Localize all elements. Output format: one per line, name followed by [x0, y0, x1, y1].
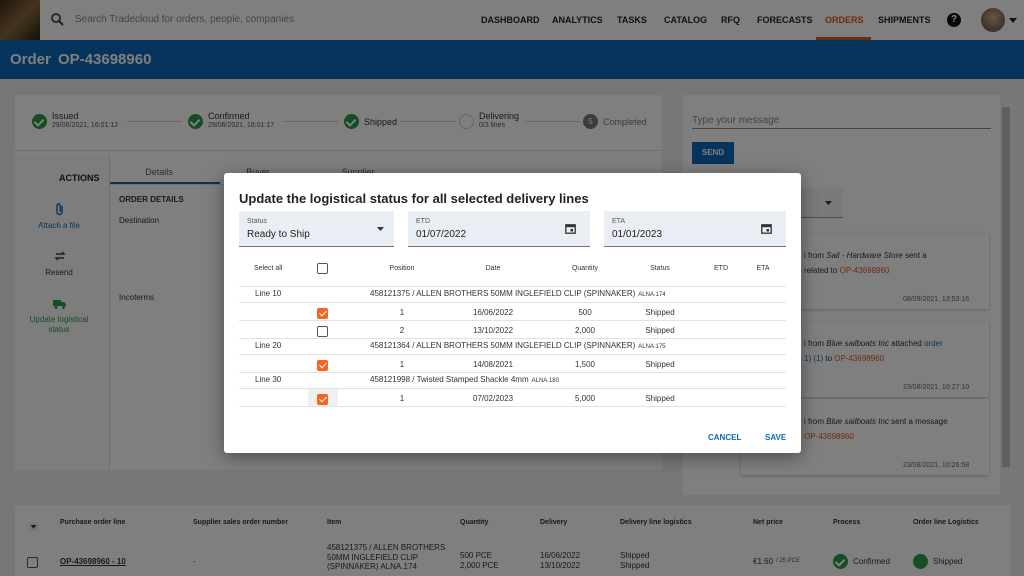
- line-item: 458121998 / Twisted Stamped Shackle 4mm A…: [370, 375, 559, 384]
- divider: [239, 388, 786, 389]
- status: Shipped: [645, 326, 675, 335]
- select-caret: [377, 227, 384, 231]
- column-header: Select all: [254, 265, 283, 272]
- position: 2: [399, 326, 405, 335]
- divider: [239, 354, 786, 355]
- field-label: Status: [247, 218, 267, 225]
- status: Shipped: [645, 394, 675, 403]
- date: 13/10/2022: [472, 326, 514, 335]
- divider: [239, 338, 786, 339]
- quantity: 5,000: [574, 394, 596, 403]
- column-header: Date: [485, 265, 501, 272]
- item-code: ALNA.174: [638, 292, 666, 298]
- row-checkbox[interactable]: [317, 394, 328, 405]
- column-header: Status: [650, 265, 670, 272]
- line-item: 458121375 / ALLEN BROTHERS 50MM INGLEFIE…: [370, 289, 666, 298]
- date: 07/02/2023: [472, 394, 514, 403]
- etd-date[interactable]: ETD 01/07/2022: [408, 211, 590, 247]
- quantity: 500: [578, 308, 592, 317]
- quantity: 2,000: [574, 326, 596, 335]
- status: Shipped: [645, 308, 675, 317]
- row-checkbox[interactable]: [317, 360, 328, 371]
- quantity: 1,500: [574, 360, 596, 369]
- dialog-title: Update the logistical status for all sel…: [239, 191, 589, 206]
- divider: [239, 372, 786, 373]
- row-checkbox[interactable]: [317, 326, 328, 337]
- line-item: 458121364 / ALLEN BROTHERS 50MM INGLEFIE…: [370, 341, 666, 350]
- divider: [239, 286, 786, 287]
- line-label: Line 10: [255, 289, 282, 298]
- cancel-button[interactable]: CANCEL: [708, 433, 742, 442]
- divider: [239, 406, 786, 407]
- field-value: Ready to Ship: [247, 229, 310, 240]
- row-checkbox[interactable]: [317, 308, 328, 319]
- status-select[interactable]: Status Ready to Ship: [239, 211, 394, 247]
- column-header: ETA: [756, 265, 770, 272]
- status: Shipped: [645, 360, 675, 369]
- position: 1: [399, 308, 405, 317]
- column-header: Position: [389, 265, 415, 272]
- save-button[interactable]: SAVE: [765, 433, 787, 442]
- field-label: ETD: [416, 218, 430, 225]
- field-value: 01/01/2023: [612, 229, 663, 240]
- divider: [239, 302, 786, 303]
- item-code: ALNA.175: [638, 344, 666, 350]
- eta-date[interactable]: ETA 01/01/2023: [604, 211, 786, 247]
- line-label: Line 20: [255, 341, 282, 350]
- logistics-dialog: Update the logistical status for all sel…: [224, 173, 801, 453]
- field-value: 01/07/2022: [416, 229, 467, 240]
- calendar-icon[interactable]: [761, 223, 772, 234]
- select-all-checkbox[interactable]: [317, 263, 328, 274]
- item-code: ALNA.180: [531, 378, 559, 384]
- date: 16/06/2022: [472, 308, 514, 317]
- column-header: Quantity: [571, 265, 599, 272]
- position: 1: [399, 360, 405, 369]
- line-label: Line 30: [255, 375, 282, 384]
- date: 14/08/2021: [472, 360, 514, 369]
- column-header: ETD: [714, 265, 728, 272]
- divider: [239, 320, 786, 321]
- field-label: ETA: [612, 218, 626, 225]
- position: 1: [399, 394, 405, 403]
- calendar-icon[interactable]: [565, 223, 576, 234]
